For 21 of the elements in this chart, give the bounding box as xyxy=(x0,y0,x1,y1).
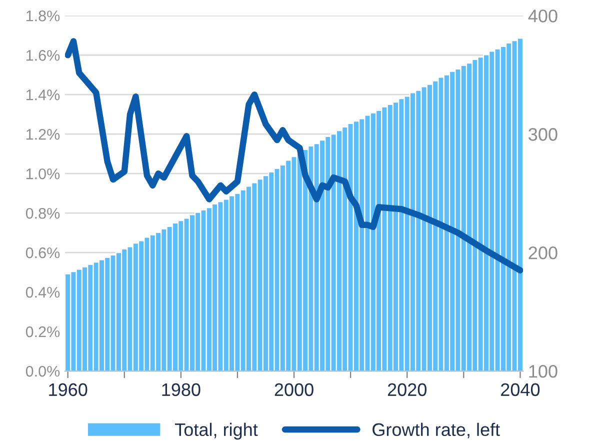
y-tick-label: 1.0% xyxy=(26,168,60,180)
y-tick-label: 1.8% xyxy=(26,10,60,22)
y2-tick-label: 400 xyxy=(528,10,558,22)
y-tick-label: 1.4% xyxy=(26,90,60,100)
x-tick-label: 1980 xyxy=(162,383,200,396)
y-tick-label: 1.6% xyxy=(26,50,60,61)
legend-label: Total, right xyxy=(175,422,258,440)
y-tick-label: 1.2% xyxy=(26,128,60,140)
y2-tick-label: 100 xyxy=(529,364,558,378)
x-tick-label: 1960 xyxy=(49,383,88,396)
y2-tick-label: 200 xyxy=(528,246,558,260)
x-tick-label: 2000 xyxy=(274,383,314,396)
y-tick-label: 0.4% xyxy=(26,286,60,298)
x-tick-label: 2020 xyxy=(388,383,426,396)
y-tick-label: 0.6% xyxy=(26,247,60,258)
y-tick-label: 0.0% xyxy=(26,366,60,377)
x-tick-label: 2040 xyxy=(501,383,540,396)
legend-label: Growth rate, left xyxy=(372,422,500,438)
y2-tick-label: 300 xyxy=(528,128,558,141)
y-tick-label: 0.8% xyxy=(26,208,60,219)
y-tick-label: 0.2% xyxy=(26,326,60,338)
